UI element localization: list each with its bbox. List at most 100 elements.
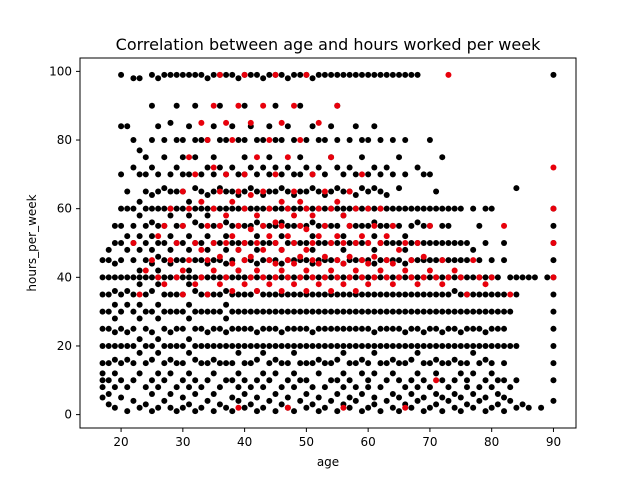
data-point [278,246,285,253]
data-point [488,205,495,212]
data-point [383,397,390,404]
data-point [130,325,137,332]
data-point [260,349,267,356]
data-point [488,342,495,349]
data-point [451,267,458,274]
data-point [266,281,273,288]
data-point [291,102,298,109]
data-point [550,308,557,315]
data-point [266,123,273,130]
data-point [328,360,335,367]
data-point [358,240,365,246]
data-point [352,360,359,367]
data-point [229,260,236,267]
data-point [291,260,298,267]
data-point [272,260,279,267]
data-point [396,222,403,229]
data-point [155,301,162,308]
data-point [136,404,143,411]
data-point [309,342,316,349]
data-point [420,360,427,367]
data-point [272,274,279,281]
data-point [346,137,353,144]
data-point [494,325,501,332]
data-point [198,384,205,391]
data-point [186,274,193,281]
data-point [260,205,267,212]
data-point [445,308,452,315]
data-point [346,308,353,315]
data-point [192,288,199,295]
data-point [216,291,223,298]
data-point [130,240,137,246]
data-point [247,291,254,298]
data-point [389,291,396,298]
data-point [167,274,174,281]
data-point [148,205,155,212]
data-point [229,274,236,281]
data-point [155,205,162,212]
data-point [457,257,464,264]
data-point [321,404,328,411]
data-point [377,257,384,264]
data-point [192,308,199,315]
data-point [253,233,260,240]
data-point [241,377,248,384]
data-point [229,222,236,229]
data-point [210,240,217,246]
data-point [383,240,390,246]
data-point [253,188,260,195]
data-point [550,360,557,367]
data-point [340,260,347,267]
data-point [229,137,236,144]
data-point [550,222,557,229]
data-point [186,154,193,161]
data-point [334,342,341,349]
data-point [161,325,168,332]
data-point [179,188,186,195]
data-point [457,370,464,377]
data-point [130,360,137,367]
data-point [186,301,193,308]
data-point [457,308,464,315]
data-point [142,240,149,246]
data-point [297,154,304,161]
data-point [99,308,106,315]
data-point [130,137,137,144]
data-point [309,291,316,298]
data-point [346,394,353,401]
data-point [161,185,168,192]
data-point [229,233,236,240]
data-point [383,222,390,229]
data-point [210,325,217,332]
data-point [408,404,415,411]
data-point [494,274,501,281]
data-point [334,291,341,298]
data-point [457,240,464,246]
data-point [130,342,137,349]
data-point [272,370,279,377]
data-point [457,205,464,212]
data-point [451,391,458,398]
data-point [457,408,464,415]
data-point [402,267,409,274]
data-point [247,308,254,315]
data-point [309,171,316,178]
data-point [192,257,199,264]
data-point [408,205,415,212]
x-tick-label: 90 [546,435,561,449]
data-point [309,233,316,240]
data-point [253,205,260,212]
data-point [457,274,464,281]
data-point [216,164,223,171]
data-point [488,291,495,298]
data-point [291,212,298,219]
data-point [223,212,230,219]
data-point [439,342,446,349]
data-point [365,377,372,384]
data-point [278,137,285,144]
data-point [210,267,217,274]
data-point [124,188,131,195]
data-point [352,274,359,281]
data-point [340,349,347,356]
